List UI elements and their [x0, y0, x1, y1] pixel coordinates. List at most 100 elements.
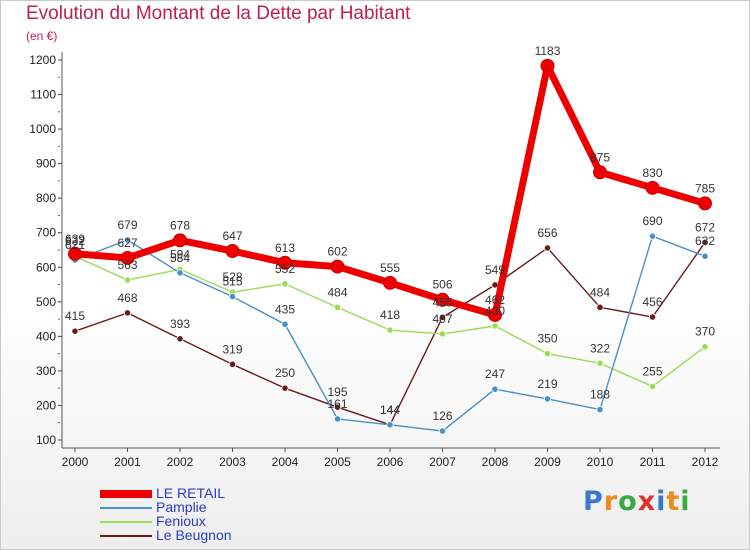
data-point — [701, 252, 709, 260]
x-tick-label: 2002 — [167, 455, 194, 469]
legend-label: Fenioux — [156, 513, 206, 529]
data-point — [333, 415, 342, 423]
y-tick-label: 900 — [36, 157, 56, 171]
legend-swatch — [100, 521, 152, 523]
data-point — [701, 238, 709, 246]
data-label: 678 — [170, 218, 190, 232]
data-label: 418 — [380, 308, 400, 322]
legend-item: LE RETAIL — [100, 485, 320, 501]
data-labels: 4154683933192501951444555496564844566726… — [65, 44, 715, 423]
data-point — [386, 421, 394, 429]
x-tick-label: 2012 — [692, 455, 719, 469]
data-label: 393 — [170, 317, 190, 331]
y-tick-label: 700 — [36, 226, 56, 240]
x-tick-label: 2005 — [324, 455, 351, 469]
data-point — [333, 403, 342, 411]
x-tick-label: 2000 — [62, 455, 89, 469]
data-label: 455 — [432, 295, 452, 309]
data-point — [435, 292, 450, 307]
data-point — [438, 313, 447, 321]
data-label: 161 — [327, 397, 347, 411]
unit-label: (en €) — [26, 29, 58, 43]
data-label: 195 — [327, 385, 347, 399]
x-axis-ticks: 2000 2001 2002 2003 2004 2005 2006 2007 2008 2009… — [62, 448, 719, 469]
y-tick-label: 300 — [36, 364, 56, 378]
y-tick-label: 500 — [36, 295, 56, 309]
data-point — [596, 359, 604, 367]
data-label: 407 — [432, 312, 452, 326]
data-point — [278, 255, 292, 270]
data-label: 219 — [537, 377, 557, 391]
data-label: 1183 — [535, 44, 561, 58]
series-lines — [68, 58, 712, 435]
legend-swatch — [100, 490, 152, 498]
data-label: 188 — [590, 388, 610, 402]
data-label: 875 — [590, 150, 610, 164]
data-point — [71, 327, 79, 335]
y-axis-ticks: 100 200 300 400 500 600 700 800 900 1000 1100 1200 — [29, 53, 62, 447]
data-label: 602 — [327, 245, 347, 259]
legend-label: Pamplie — [156, 499, 207, 515]
data-point — [596, 405, 604, 414]
x-tick-label: 2003 — [219, 455, 246, 469]
data-label: 639 — [65, 232, 85, 246]
data-label: 370 — [695, 325, 715, 339]
data-point — [648, 313, 657, 321]
data-label: 621 — [65, 238, 85, 252]
data-point — [123, 309, 132, 317]
data-point — [123, 276, 132, 284]
logo-letter: i — [656, 486, 667, 517]
x-tick-label: 2011 — [640, 455, 666, 469]
data-label: 468 — [117, 291, 137, 305]
x-tick-label: 2010 — [587, 455, 614, 469]
data-label: 656 — [537, 226, 557, 240]
data-label: 126 — [432, 409, 452, 423]
data-label: 350 — [537, 332, 557, 346]
data-label: 679 — [117, 218, 137, 232]
legend-label: LE RETAIL — [156, 485, 225, 501]
data-point — [648, 232, 657, 240]
data-label: 484 — [590, 285, 610, 299]
data-label: 785 — [695, 181, 715, 195]
logo-letter: r — [603, 486, 619, 517]
data-label: 430 — [485, 304, 505, 318]
data-label: 830 — [642, 166, 662, 180]
data-point — [540, 58, 555, 73]
data-point — [701, 343, 709, 351]
data-label: 506 — [432, 278, 452, 292]
data-label: 319 — [222, 342, 242, 356]
proxiti-logo: Proxiti — [583, 486, 691, 517]
data-point — [383, 275, 397, 290]
data-label: 632 — [695, 234, 715, 248]
data-label: 435 — [275, 302, 295, 316]
legend-swatch — [100, 507, 152, 509]
data-point — [333, 303, 342, 311]
data-point — [123, 236, 132, 244]
y-tick-label: 1100 — [30, 88, 56, 102]
data-label: 647 — [222, 229, 242, 243]
data-point — [596, 303, 604, 311]
logo-letter: P — [583, 486, 604, 517]
y-tick-label: 600 — [36, 260, 56, 274]
x-tick-label: 2004 — [272, 455, 299, 469]
data-point — [281, 384, 289, 392]
legend-label: Le Beugnon — [156, 527, 232, 543]
data-label: 549 — [485, 263, 505, 277]
data-point — [543, 244, 552, 252]
data-label: 144 — [380, 403, 400, 417]
data-label: 594 — [170, 247, 190, 261]
logo-letter: i — [680, 486, 691, 517]
x-tick-label: 2006 — [377, 455, 404, 469]
data-point — [330, 259, 345, 274]
x-tick-label: 2009 — [534, 455, 561, 469]
logo-letter: o — [618, 486, 638, 517]
data-label: 552 — [275, 262, 295, 276]
data-label: 144 — [380, 403, 400, 417]
data-label: 255 — [642, 364, 662, 378]
data-label: 555 — [380, 261, 400, 275]
data-point — [68, 246, 82, 261]
data-point — [228, 293, 237, 301]
data-point — [225, 244, 240, 259]
data-label: 690 — [642, 214, 662, 228]
